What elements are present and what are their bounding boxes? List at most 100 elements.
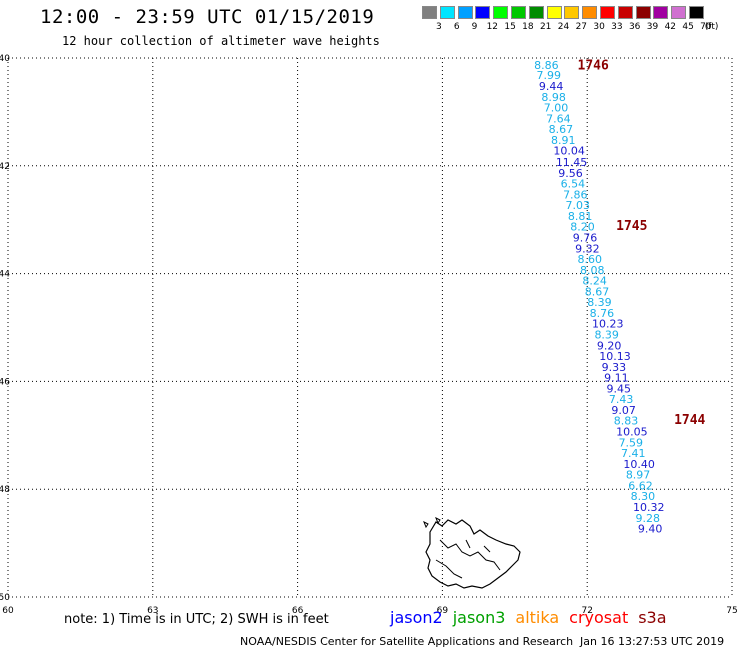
wave-height-label: 10.05: [616, 426, 648, 439]
legend-swatch: [564, 6, 580, 19]
legend-swatch: [511, 6, 526, 19]
wave-height-label: 7.59: [619, 436, 644, 449]
legend-swatch: [582, 6, 598, 19]
map-subtitle: 12 hour collection of altimeter wave hei…: [62, 34, 380, 48]
footer-agency: NOAA/NESDIS Center for Satellite Applica…: [240, 635, 574, 648]
wave-height-label: 8.67: [549, 123, 574, 136]
legend-label: 3: [436, 22, 442, 32]
wave-height-label: 10.04: [553, 145, 585, 158]
altimeter-track: 8.867.999.448.987.007.648.678.9110.0411.…: [534, 59, 664, 536]
lon-tick-label: 69: [437, 606, 449, 616]
island-outline: [425, 519, 521, 589]
wave-height-label: 8.39: [587, 296, 612, 309]
lon-tick-label: 72: [581, 606, 592, 616]
wave-height-label: 9.20: [597, 339, 622, 352]
legend-swatch: [457, 6, 473, 19]
legend-swatch: [635, 6, 651, 19]
wave-height-label: 7.00: [544, 102, 569, 115]
wave-height-label: 8.97: [626, 469, 651, 482]
time-labels: 1746 1745 1744: [578, 58, 706, 428]
wave-height-label: 11.45: [556, 156, 588, 169]
wave-height-label: 8.60: [578, 253, 603, 266]
legend-label: 39: [646, 22, 659, 32]
legend-swatch: [528, 6, 544, 19]
legend-swatch: [493, 6, 509, 19]
satellite-name: jason2: [390, 608, 443, 627]
wave-height-label: 6.54: [561, 178, 586, 191]
wave-height-label: 8.81: [568, 210, 593, 223]
map-title: 12:00 - 23:59 UTC 01/15/2019: [40, 6, 375, 28]
wave-height-label: 8.08: [580, 264, 605, 277]
wave-height-label: 8.67: [585, 285, 610, 298]
legend-label: 45: [682, 22, 694, 32]
legend-label: 6: [453, 22, 460, 32]
legend-unit: (ft): [704, 22, 719, 32]
legend-label: 42: [664, 22, 677, 32]
legend-swatch: [671, 6, 687, 19]
satellite-name: cryosat: [569, 608, 629, 627]
wave-height-label: 8.20: [570, 221, 595, 234]
lon-tick-label: 60: [2, 606, 14, 616]
legend-swatch: [422, 6, 437, 19]
wave-height-label: 9.56: [558, 167, 583, 180]
legend-swatch: [653, 6, 669, 19]
legend-swatch: [475, 6, 491, 19]
wave-height-label: 7.86: [563, 188, 588, 201]
wave-height-label: 7.64: [546, 112, 571, 125]
legend-swatch: [439, 6, 455, 19]
wave-height-label: 9.11: [604, 372, 629, 385]
axis-ticks: 60 63 66 69 72 75 -40 -42 -44 -46 -48 -50: [0, 54, 738, 616]
legend-label: 24: [557, 22, 570, 32]
legend-swatch: [546, 6, 562, 19]
legend-swatch: [689, 6, 704, 19]
lat-tick-label: -46: [0, 377, 10, 387]
satellite-name: s3a: [638, 608, 667, 627]
wave-height-label: 7.43: [609, 393, 634, 406]
islet: [435, 516, 441, 525]
wave-height-label: 8.24: [582, 275, 607, 288]
lat-tick-label: -44: [0, 270, 10, 280]
wave-height-label: 7.41: [621, 447, 646, 460]
legend-swatch: [600, 6, 615, 19]
wave-height-label: 9.44: [539, 80, 564, 93]
legend-label: 18: [522, 22, 534, 32]
wave-height-label: 9.33: [602, 361, 627, 374]
legend-label: 9: [471, 22, 478, 32]
lon-tick-label: 75: [726, 606, 737, 616]
wave-height-label: 10.23: [592, 318, 624, 331]
satellite-name: altika: [515, 608, 560, 627]
wave-height-label: 8.83: [614, 415, 639, 428]
wave-height-label: 8.39: [594, 329, 619, 342]
legend-label: 27: [575, 22, 588, 32]
wave-height-label: 8.76: [590, 307, 615, 320]
wave-height-label: 9.28: [635, 512, 660, 525]
wave-height-label: 6.62: [628, 479, 653, 492]
kerguelen-islands: [423, 516, 521, 589]
wave-height-label: 7.99: [537, 69, 562, 82]
legend-label: 30: [593, 22, 605, 32]
legend-label: 70: [700, 22, 712, 32]
wave-height-label: 9.32: [575, 242, 600, 255]
satellite-legend: jason2 jason3 altika cryosat s3a: [390, 608, 677, 627]
footer-timestamp: Jan 16 13:27:53 UTC 2019: [580, 635, 725, 648]
wave-height-label: 9.40: [638, 523, 663, 536]
wave-height-label: 9.76: [573, 231, 598, 244]
wave-height-label: 8.86: [534, 59, 559, 72]
lat-tick-label: -48: [0, 485, 10, 495]
lat-tick-label: -42: [0, 162, 10, 172]
graticule: [7, 57, 733, 598]
wave-height-label: 9.07: [611, 404, 636, 417]
time-label: 1745: [616, 219, 647, 234]
time-label: 1746: [578, 58, 609, 73]
time-label: 1744: [674, 413, 705, 428]
wave-height-label: 8.98: [541, 91, 566, 104]
wave-height-label: 8.30: [631, 490, 656, 503]
legend-label: 33: [611, 22, 623, 32]
wave-height-label: 9.45: [607, 382, 632, 395]
legend-label: 15: [504, 22, 516, 32]
lat-tick-label: -50: [0, 593, 10, 603]
legend-label: 21: [539, 22, 552, 32]
satellite-name: jason3: [452, 608, 506, 627]
legend-swatch: [617, 6, 633, 19]
